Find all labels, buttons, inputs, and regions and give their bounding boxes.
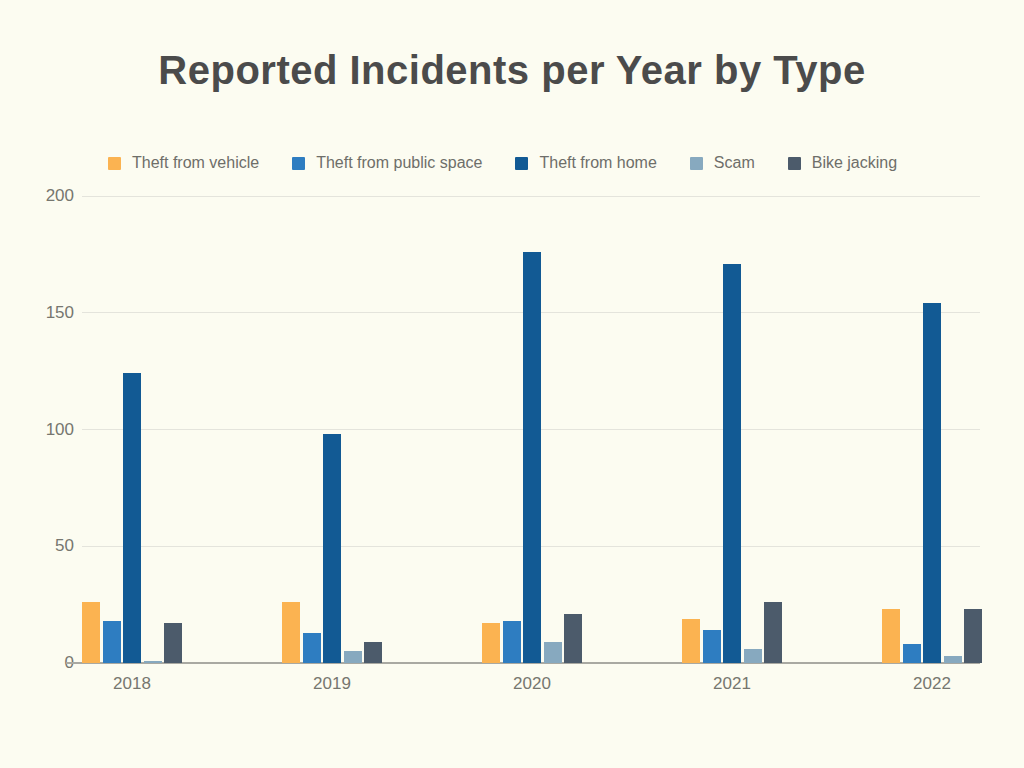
bar <box>303 633 321 663</box>
y-axis-tick-label: 150 <box>28 303 74 323</box>
bar <box>964 609 982 663</box>
x-axis-tick-label: 2019 <box>272 674 392 694</box>
bar <box>764 602 782 663</box>
bar <box>282 602 300 663</box>
legend-label: Scam <box>714 154 755 172</box>
legend-label: Bike jacking <box>812 154 897 172</box>
y-axis-tick-label: 200 <box>28 186 74 206</box>
bar <box>144 661 162 663</box>
legend-swatch-icon <box>788 157 801 170</box>
bar <box>682 619 700 663</box>
chart-canvas: Reported Incidents per Year by Type Thef… <box>0 0 1024 768</box>
legend: Theft from vehicle Theft from public spac… <box>108 154 897 172</box>
bar <box>164 623 182 663</box>
bar <box>344 651 362 663</box>
bar <box>923 303 941 663</box>
bar <box>564 614 582 663</box>
legend-label: Theft from home <box>539 154 656 172</box>
legend-label: Theft from public space <box>316 154 482 172</box>
gridline <box>82 196 980 197</box>
bar <box>103 621 121 663</box>
legend-swatch-icon <box>515 157 528 170</box>
bar <box>482 623 500 663</box>
bar <box>123 373 141 663</box>
bar <box>323 434 341 663</box>
bar <box>703 630 721 663</box>
plot-area: 05010015020020182019202020212022 <box>82 196 980 663</box>
legend-label: Theft from vehicle <box>132 154 259 172</box>
x-axis-tick-label: 2021 <box>672 674 792 694</box>
x-axis-tick-label: 2018 <box>72 674 192 694</box>
bar <box>723 264 741 663</box>
x-axis-tick-label: 2020 <box>472 674 592 694</box>
bar <box>523 252 541 663</box>
bar <box>882 609 900 663</box>
x-axis-tick-label: 2022 <box>872 674 992 694</box>
legend-item: Theft from home <box>515 154 656 172</box>
bar <box>744 649 762 663</box>
bar <box>82 602 100 663</box>
legend-item: Bike jacking <box>788 154 897 172</box>
bar <box>503 621 521 663</box>
bar <box>944 656 962 663</box>
legend-swatch-icon <box>292 157 305 170</box>
legend-item: Theft from vehicle <box>108 154 259 172</box>
legend-item: Theft from public space <box>292 154 482 172</box>
y-axis-tick-label: 50 <box>28 536 74 556</box>
legend-item: Scam <box>690 154 755 172</box>
bar <box>364 642 382 663</box>
chart-title: Reported Incidents per Year by Type <box>0 48 1024 93</box>
bar <box>544 642 562 663</box>
legend-swatch-icon <box>690 157 703 170</box>
y-axis-tick-label: 100 <box>28 420 74 440</box>
legend-swatch-icon <box>108 157 121 170</box>
bar <box>903 644 921 663</box>
